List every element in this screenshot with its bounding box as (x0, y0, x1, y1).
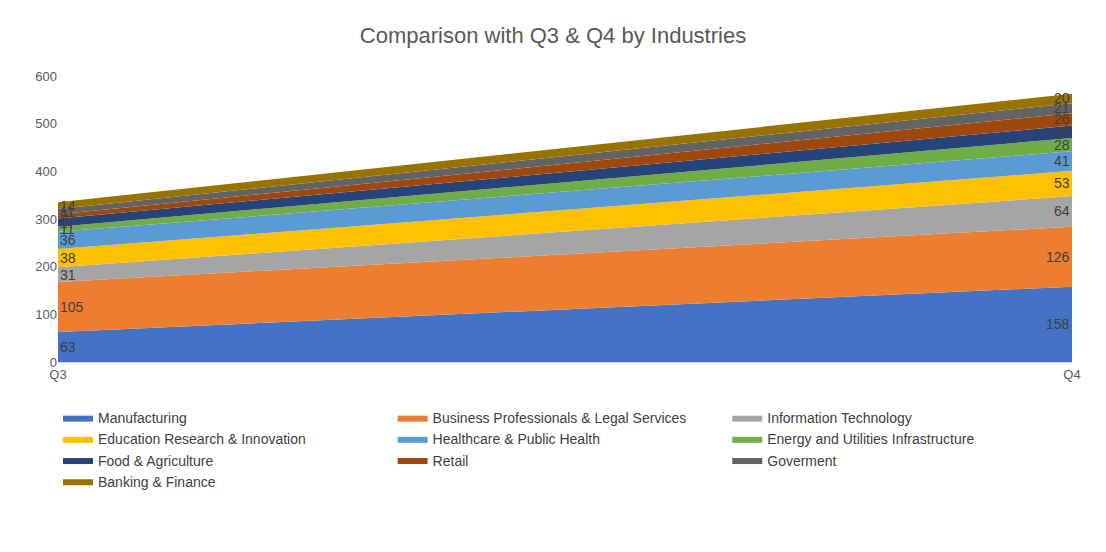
svg-text:41: 41 (1054, 153, 1070, 169)
svg-text:500: 500 (35, 116, 57, 131)
svg-text:28: 28 (1054, 137, 1070, 153)
svg-text:38: 38 (60, 250, 76, 266)
svg-text:11: 11 (60, 204, 75, 220)
svg-text:Q3: Q3 (49, 367, 66, 382)
svg-text:Comparison with Q3 & Q4 by Ind: Comparison with Q3 & Q4 by Industries (360, 23, 746, 48)
svg-text:53: 53 (1054, 175, 1070, 191)
svg-text:105: 105 (60, 299, 84, 315)
svg-text:126: 126 (1046, 249, 1070, 265)
svg-text:Healthcare & Public Health: Healthcare & Public Health (433, 431, 600, 447)
svg-text:Food & Agriculture: Food & Agriculture (98, 453, 213, 469)
svg-text:17: 17 (60, 215, 76, 231)
svg-text:9: 9 (60, 208, 68, 224)
svg-text:26: 26 (1054, 111, 1070, 127)
svg-text:Information Technology: Information Technology (767, 410, 912, 426)
svg-text:Energy and Utilities Infrastru: Energy and Utilities Infrastructure (767, 431, 974, 447)
svg-text:Education Research & Innovatio: Education Research & Innovation (98, 431, 306, 447)
svg-text:Banking & Finance: Banking & Finance (98, 474, 216, 490)
svg-text:14: 14 (60, 198, 76, 214)
svg-text:100: 100 (35, 307, 57, 322)
svg-text:Retail: Retail (433, 453, 469, 469)
svg-text:Manufacturing: Manufacturing (98, 410, 187, 426)
svg-text:200: 200 (35, 259, 57, 274)
svg-text:Business Professionals & Legal: Business Professionals & Legal Services (433, 410, 687, 426)
svg-text:600: 600 (35, 69, 57, 84)
svg-text:20: 20 (1054, 90, 1070, 106)
svg-text:Q4: Q4 (1063, 367, 1080, 382)
svg-text:63: 63 (60, 339, 76, 355)
svg-text:26: 26 (1054, 124, 1070, 140)
svg-text:11: 11 (60, 221, 75, 237)
svg-text:21: 21 (1054, 100, 1070, 116)
svg-text:0: 0 (50, 355, 57, 370)
svg-text:31: 31 (60, 267, 76, 283)
svg-text:64: 64 (1054, 203, 1070, 219)
svg-text:300: 300 (35, 212, 57, 227)
svg-text:36: 36 (60, 232, 76, 248)
svg-text:400: 400 (35, 164, 57, 179)
svg-text:Goverment: Goverment (767, 453, 836, 469)
svg-text:158: 158 (1046, 316, 1070, 332)
